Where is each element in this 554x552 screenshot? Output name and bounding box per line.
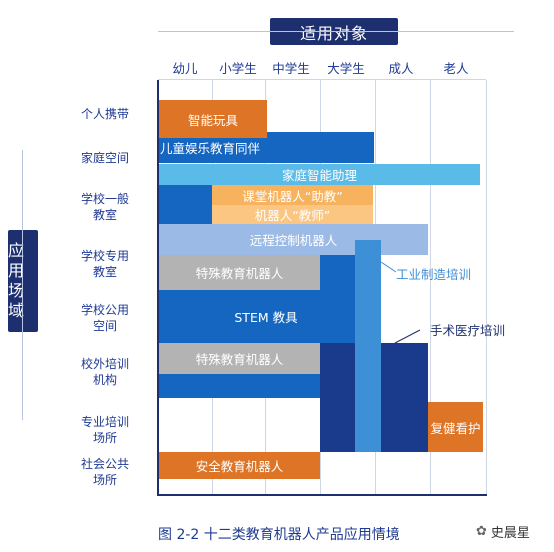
row-label-personal: 个人携带 [60, 106, 150, 122]
y-axis [157, 80, 159, 496]
bar-training-block [159, 374, 320, 398]
bar-remote-control: 远程控制机器人 [159, 224, 428, 255]
row-label-line2: 教室 [92, 265, 117, 279]
chat-bubble-icon: ✿ [476, 524, 487, 539]
side-rule [22, 150, 23, 420]
bar-robot-teacher-label: 机器人“教师” [254, 208, 331, 223]
bar-special-education-2: 特殊教育机器人 [159, 343, 320, 374]
bar-smart-toy: 智能玩具 [159, 100, 267, 138]
column-header-rule [158, 79, 486, 80]
bar-remote-control-label: 远程控制机器人 [249, 233, 338, 248]
col-label-middle: 中学生 [272, 61, 310, 76]
side-title-line2: 场域 [8, 281, 25, 320]
bar-special-education-2-label: 特殊教育机器人 [195, 352, 284, 367]
col-label-elderly: 老人 [443, 61, 469, 76]
row-label-line1: 校外培训 [80, 357, 129, 371]
grid-line [486, 80, 487, 495]
col-label-university: 大学生 [327, 61, 365, 76]
bar-safety-education: 安全教育机器人 [159, 452, 320, 479]
row-label-special-classroom: 学校专用 教室 [60, 248, 150, 280]
callout-surgery: 手术医疗培训 [430, 323, 506, 338]
bar-stem-label: STEM 教具 [234, 310, 298, 325]
bar-stem: STEM 教具 [159, 290, 373, 343]
row-label-line2: 场所 [92, 473, 117, 487]
bar-industrial-training [355, 240, 381, 452]
bar-safety-education-label: 安全教育机器人 [195, 459, 284, 474]
bar-robot-teacher: 机器人“教师” [212, 205, 373, 224]
row-label-line2: 教室 [92, 208, 117, 222]
row-label-line1: 专业培训 [80, 415, 129, 429]
col-label-primary: 小学生 [219, 61, 257, 76]
row-label-line1: 学校公用 [80, 303, 129, 317]
row-label-line2: 场所 [92, 431, 117, 445]
row-label-public-venue: 社会公共 场所 [60, 456, 150, 488]
row-label-line1: 学校一般 [80, 192, 129, 206]
callout-surgery-line [394, 329, 421, 344]
row-label-line2: 机构 [92, 373, 117, 387]
bar-smart-toy-label: 智能玩具 [187, 112, 238, 128]
bar-child-companion-label: 儿童娱乐教育同伴 [160, 141, 261, 156]
row-label-home: 家庭空间 [60, 150, 150, 166]
grid-line [430, 80, 431, 495]
bar-home-assistant-label: 家庭智能助理 [281, 168, 357, 183]
col-label-preschool: 幼儿 [172, 61, 198, 76]
row-label-line1: 学校专用 [80, 249, 129, 263]
row-label-line1: 个人携带 [80, 107, 129, 121]
bar-general-classroom-block [159, 185, 214, 224]
watermark: ✿ 史晨星 [476, 522, 530, 541]
row-label-public-space: 学校公用 空间 [60, 302, 150, 334]
header-rule [158, 31, 514, 32]
callout-industrial: 工业制造培训 [396, 267, 472, 282]
bar-child-companion-cap [159, 132, 267, 138]
watermark-text: 史晨星 [490, 526, 530, 541]
row-label-line1: 社会公共 [80, 457, 129, 471]
bar-elder-care: 复健看护 [428, 402, 483, 452]
bar-special-education-1: 特殊教育机器人 [159, 255, 320, 290]
header-title-text: 适用对象 [299, 23, 368, 43]
callout-industrial-line [380, 261, 397, 273]
bar-classroom-assistant: 课堂机器人“助教” [212, 185, 373, 205]
row-label-line2: 空间 [92, 319, 117, 333]
row-label-general-classroom: 学校一般 教室 [60, 191, 150, 223]
side-title: 应用 场域 [8, 230, 38, 332]
col-label-adult: 成人 [388, 61, 414, 76]
side-title-line1: 应用 [8, 241, 25, 280]
bar-home-assistant: 家庭智能助理 [159, 164, 480, 185]
bar-special-education-1-label: 特殊教育机器人 [195, 266, 284, 281]
bar-elder-care-label: 复健看护 [430, 420, 481, 436]
row-label-professional-training: 专业培训 场所 [60, 414, 150, 446]
bar-classroom-assistant-label: 课堂机器人“助教” [242, 188, 343, 204]
row-label-line1: 家庭空间 [80, 151, 129, 165]
row-label-training-institution: 校外培训 机构 [60, 356, 150, 388]
figure-caption: 图 2-2 十二类教育机器人产品应用情境 [158, 527, 400, 543]
x-axis [157, 494, 487, 496]
